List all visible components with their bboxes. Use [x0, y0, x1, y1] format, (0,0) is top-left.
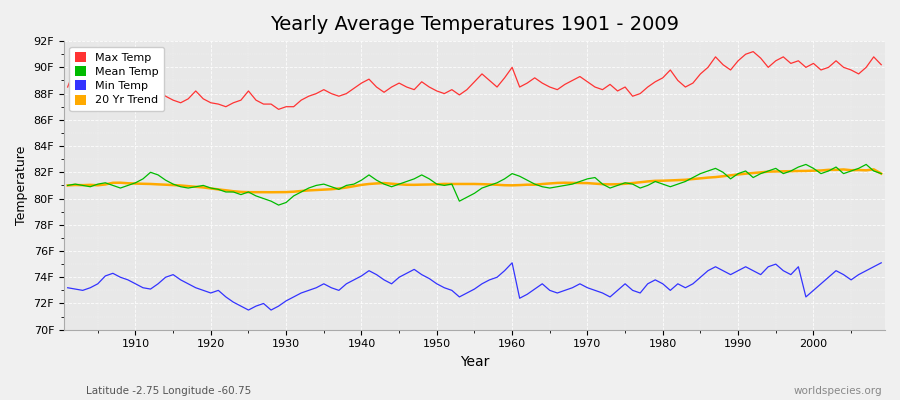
- Title: Yearly Average Temperatures 1901 - 2009: Yearly Average Temperatures 1901 - 2009: [270, 15, 679, 34]
- X-axis label: Year: Year: [460, 355, 489, 369]
- Y-axis label: Temperature: Temperature: [15, 146, 28, 225]
- Legend: Max Temp, Mean Temp, Min Temp, 20 Yr Trend: Max Temp, Mean Temp, Min Temp, 20 Yr Tre…: [69, 47, 164, 111]
- Text: worldspecies.org: worldspecies.org: [794, 386, 882, 396]
- Text: Latitude -2.75 Longitude -60.75: Latitude -2.75 Longitude -60.75: [86, 386, 251, 396]
